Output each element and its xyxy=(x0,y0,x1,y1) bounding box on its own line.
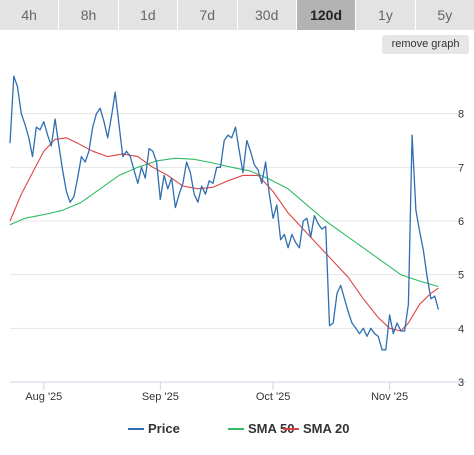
tab-5y[interactable]: 5y xyxy=(415,0,474,30)
y-tick-label: 6 xyxy=(458,216,464,228)
y-tick-label: 4 xyxy=(458,323,464,335)
y-tick-label: 8 xyxy=(458,109,464,121)
legend-item-price[interactable]: Price xyxy=(148,421,180,436)
time-range-tabs: 4h 8h 1d 7d 30d 120d 1y 5y xyxy=(0,0,474,30)
x-tick-label: Sep '25 xyxy=(142,391,179,403)
tab-1d[interactable]: 1d xyxy=(118,0,179,30)
series-lines xyxy=(9,75,440,351)
y-tick-label: 5 xyxy=(458,270,464,282)
tab-120d[interactable]: 120d xyxy=(296,0,357,30)
series-line-price xyxy=(9,75,440,351)
x-tick-label: Aug '25 xyxy=(25,391,62,403)
tab-7d[interactable]: 7d xyxy=(178,0,238,30)
x-tick-label: Nov '25 xyxy=(371,391,408,403)
legend: Price SMA 50 SMA 20 xyxy=(128,421,349,436)
x-axis-ticks: Aug '25 Sep '25 Oct '25 Nov '25 xyxy=(25,382,408,403)
tab-30d[interactable]: 30d xyxy=(237,0,297,30)
remove-graph-button[interactable]: remove graph xyxy=(382,35,469,54)
grid-lines xyxy=(10,113,466,383)
tab-1y[interactable]: 1y xyxy=(356,0,416,30)
tab-8h[interactable]: 8h xyxy=(59,0,119,30)
legend-item-sma-50[interactable]: SMA 50 xyxy=(248,421,294,436)
y-tick-label: 7 xyxy=(458,162,464,174)
y-axis-ticks: 3 4 5 6 7 8 xyxy=(458,109,464,389)
series-line-sma-20 xyxy=(9,137,439,332)
x-tick-label: Oct '25 xyxy=(256,391,291,403)
legend-item-sma-20[interactable]: SMA 20 xyxy=(303,421,349,436)
y-tick-label: 3 xyxy=(458,377,464,389)
tab-4h[interactable]: 4h xyxy=(0,0,60,30)
series-line-sma-50 xyxy=(9,157,439,288)
